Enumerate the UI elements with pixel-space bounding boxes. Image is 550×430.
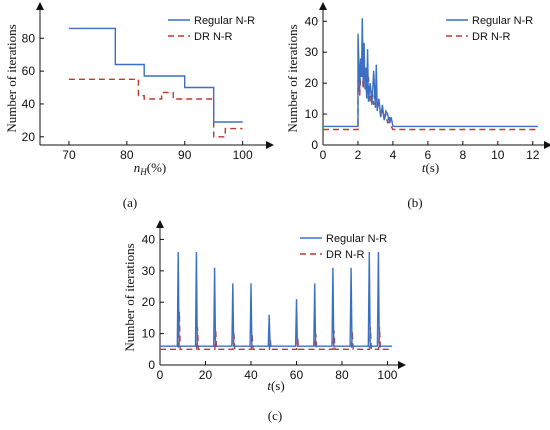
panel-a-y-axis-arrow [36, 2, 44, 10]
panel-b-x-tick-label: 6 [425, 148, 432, 162]
panel-c-caption: (c) [268, 408, 282, 423]
panel-b-x-axis-arrow [544, 141, 550, 149]
panel-a-y-axis-label: Number of iterations [4, 24, 19, 132]
panel-c-y-axis-label: Number of iterations [122, 243, 137, 351]
panel-c-x-tick-label: 40 [244, 368, 258, 382]
panel-c-x-tick-label: 60 [290, 368, 304, 382]
panel-b-x-tick-label: 0 [320, 148, 327, 162]
panel-c-series-dr [160, 311, 392, 350]
panel-c-y-tick-label: 30 [142, 264, 156, 278]
panel-a-x-axis-arrow [266, 141, 274, 149]
panel-b-x-tick-label: 2 [355, 148, 362, 162]
panel-a-y-tick-label: 40 [22, 97, 36, 111]
panel-b-y-tick-label: 40 [305, 14, 319, 28]
panel-b-y-axis-label: Number of iterations [285, 24, 300, 132]
panel-a-x-axis-label: nH(%) [134, 160, 167, 177]
panel-b-series-dr [323, 52, 538, 131]
panel-c-x-tick-label: 80 [335, 368, 349, 382]
panel-b-legend-label: Regular N-R [472, 15, 533, 27]
panel-c-series-regular [160, 251, 392, 347]
panel-a-legend-label: DR N-R [194, 31, 233, 43]
panel-a-x-tick-label: 70 [62, 148, 76, 162]
panel-b-x-tick-label: 4 [390, 148, 397, 162]
panel-c-y-tick-label: 0 [148, 358, 155, 372]
panel-a-x-tick-label: 80 [120, 148, 134, 162]
panel-b-y-tick-label: 30 [305, 45, 319, 59]
panel-c-x-axis-label: t(s) [267, 378, 284, 393]
panel-b-x-tick-label: 10 [491, 148, 505, 162]
panel-a-y-tick-label: 20 [22, 130, 36, 144]
panel-a-x-tick-label: 90 [178, 148, 192, 162]
panel-b-legend-label: DR N-R [472, 31, 511, 43]
panel-c-y-tick-label: 20 [142, 295, 156, 309]
panel-b-caption: (b) [407, 195, 422, 210]
panel-a-series-regular [68, 27, 243, 123]
panel-a-y-tick-label: 60 [22, 64, 36, 78]
panel-a-series-dr [68, 78, 243, 138]
panel-b-x-axis-label: t(s) [422, 160, 439, 175]
panel-b-y-tick-label: 0 [311, 138, 318, 152]
panel-a-y-tick-label: 80 [22, 31, 36, 45]
panel-c-legend-label: Regular N-R [326, 233, 387, 245]
panel-c-x-tick-label: 100 [377, 368, 397, 382]
panel-b-x-tick-label: 8 [459, 148, 466, 162]
panel-c-legend-label: DR N-R [326, 249, 365, 261]
panel-a-legend-label: Regular N-R [194, 15, 255, 27]
panel-c-y-tick-label: 40 [142, 232, 156, 246]
panel-c-x-tick-label: 20 [199, 368, 213, 382]
panel-c-y-tick-label: 10 [142, 327, 156, 341]
panel-b-y-axis-arrow [319, 2, 327, 10]
panel-c-x-axis-arrow [398, 361, 406, 369]
panel-b-chart: 0 2 4 6 8 10 12 0 10 20 30 40 Number of iterations t(… [285, 2, 550, 210]
panel-a-caption: (a) [123, 195, 137, 210]
panel-b-series-regular [323, 18, 538, 128]
panel-c-y-axis-arrow [156, 220, 164, 228]
panel-c-x-tick-label: 0 [157, 368, 164, 382]
panel-b-y-tick-label: 10 [305, 107, 319, 121]
panel-b-y-tick-label: 20 [305, 76, 319, 90]
panel-a-x-tick-label: 100 [233, 148, 253, 162]
panel-c-chart: 0 20 40 60 80 100 0 10 20 30 40 Number of iteration… [122, 220, 406, 423]
panel-b-x-tick-label: 12 [526, 148, 540, 162]
